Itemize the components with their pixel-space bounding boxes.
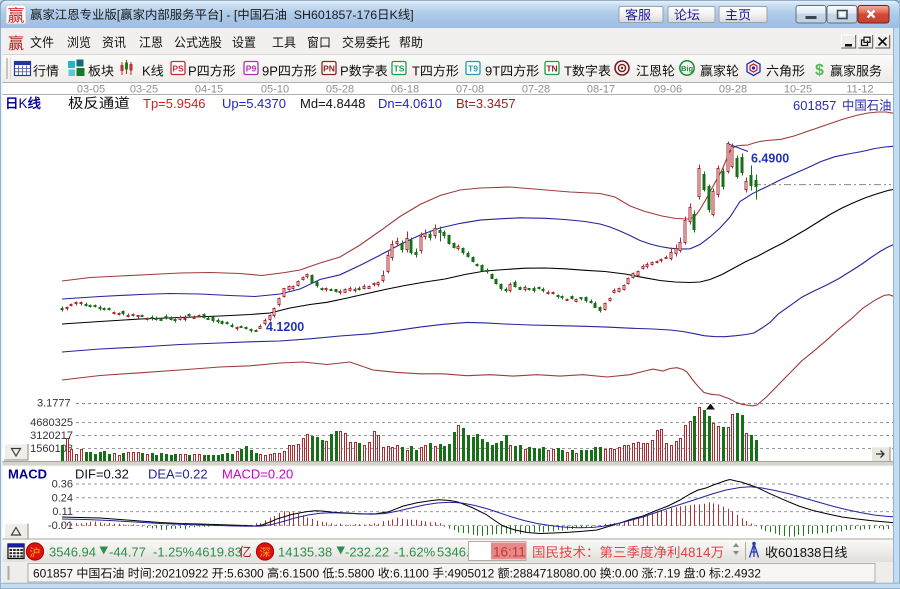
svg-text:601857: 601857 <box>33 567 76 581</box>
svg-text:Big: Big <box>681 64 694 73</box>
svg-text:4680325: 4680325 <box>30 417 73 429</box>
svg-text:9T: 9T <box>485 64 500 79</box>
svg-text:09-28: 09-28 <box>719 84 747 96</box>
svg-text:-44.77: -44.77 <box>109 545 146 560</box>
svg-text:DEA=0.22: DEA=0.22 <box>148 467 208 482</box>
svg-text:T: T <box>564 64 572 79</box>
svg-text:07-08: 07-08 <box>456 84 484 96</box>
svg-text:-1.25%: -1.25% <box>153 545 195 560</box>
svg-text:10-25: 10-25 <box>784 84 812 96</box>
svg-text:05-10: 05-10 <box>261 84 289 96</box>
svg-text::4905012: :4905012 <box>444 567 497 581</box>
svg-text::0: :0 <box>696 567 709 581</box>
svg-text:MACD: MACD <box>8 467 47 482</box>
svg-text:P: P <box>188 64 197 79</box>
svg-text:TS: TS <box>394 64 405 74</box>
svg-text:-0.01: -0.01 <box>48 520 73 532</box>
svg-text:Bt=3.3457: Bt=3.3457 <box>456 96 516 111</box>
svg-text::6.1100: :6.1100 <box>390 567 432 581</box>
svg-text:K: K <box>142 64 151 79</box>
svg-text::2.4932: :2.4932 <box>721 567 761 581</box>
svg-text:14135.38: 14135.38 <box>278 545 332 560</box>
svg-text::2884718080.00: :2884718080.00 <box>510 567 600 581</box>
svg-text:3.1777: 3.1777 <box>37 398 71 410</box>
svg-text:] - [: ] - [ <box>219 8 237 22</box>
svg-text:-232.22: -232.22 <box>345 545 389 560</box>
svg-text:08-17: 08-17 <box>587 84 615 96</box>
svg-text:Md=4.8448: Md=4.8448 <box>300 96 365 111</box>
svg-text::20210922: :20210922 <box>152 567 212 581</box>
svg-text:DIF=0.32: DIF=0.32 <box>75 467 129 482</box>
svg-text:16:11: 16:11 <box>493 545 526 560</box>
svg-text::5.5800: :5.5800 <box>334 567 377 581</box>
svg-text:09-06: 09-06 <box>654 84 682 96</box>
svg-text:06-18: 06-18 <box>391 84 419 96</box>
svg-text:SH601857-176: SH601857-176 <box>287 8 377 22</box>
svg-text:TN: TN <box>546 64 557 74</box>
svg-text:601838: 601838 <box>778 545 821 560</box>
svg-text:P: P <box>340 64 349 79</box>
svg-text:3120217: 3120217 <box>30 430 73 442</box>
svg-text::5.6300: :5.6300 <box>224 567 267 581</box>
svg-text:K: K <box>19 96 28 111</box>
svg-text:4814: 4814 <box>681 545 712 560</box>
svg-text:PN: PN <box>323 64 335 74</box>
svg-text:03-05: 03-05 <box>77 84 105 96</box>
svg-text:3546.94: 3546.94 <box>49 545 96 560</box>
svg-text:$: $ <box>815 62 824 79</box>
svg-text:601857: 601857 <box>793 98 836 113</box>
svg-text:-1.62%: -1.62% <box>394 545 436 560</box>
svg-text::0.00: :0.00 <box>612 567 642 581</box>
svg-text:03-25: 03-25 <box>130 84 158 96</box>
svg-text::6.1500: :6.1500 <box>279 567 322 581</box>
svg-text:05-28: 05-28 <box>326 84 354 96</box>
svg-text:Tp=5.9546: Tp=5.9546 <box>143 96 206 111</box>
svg-text:9P: 9P <box>262 64 278 79</box>
svg-text:Up=5.4370: Up=5.4370 <box>222 96 286 111</box>
svg-text:0.24: 0.24 <box>52 492 73 504</box>
svg-text:Dn=4.0610: Dn=4.0610 <box>378 96 442 111</box>
svg-text:]: ] <box>410 8 413 22</box>
svg-text:11-12: 11-12 <box>846 84 873 96</box>
svg-text:4.1200: 4.1200 <box>266 320 304 334</box>
svg-text:P9: P9 <box>246 64 257 74</box>
svg-text::7.19: :7.19 <box>654 567 684 581</box>
svg-text:PS: PS <box>172 64 184 74</box>
svg-text:04-15: 04-15 <box>195 84 223 96</box>
svg-text:0.11: 0.11 <box>52 506 73 518</box>
svg-text:K: K <box>390 8 399 22</box>
svg-text:MACD=0.20: MACD=0.20 <box>222 467 293 482</box>
svg-text:T9: T9 <box>468 64 478 74</box>
svg-text:6.4900: 6.4900 <box>751 152 789 166</box>
svg-text:[: [ <box>117 8 121 22</box>
svg-text:07-28: 07-28 <box>522 84 550 96</box>
svg-text:0.36: 0.36 <box>52 479 73 491</box>
svg-text:4619.83: 4619.83 <box>195 545 242 560</box>
svg-text:T: T <box>412 64 420 79</box>
svg-text:5346.0: 5346.0 <box>437 545 477 560</box>
